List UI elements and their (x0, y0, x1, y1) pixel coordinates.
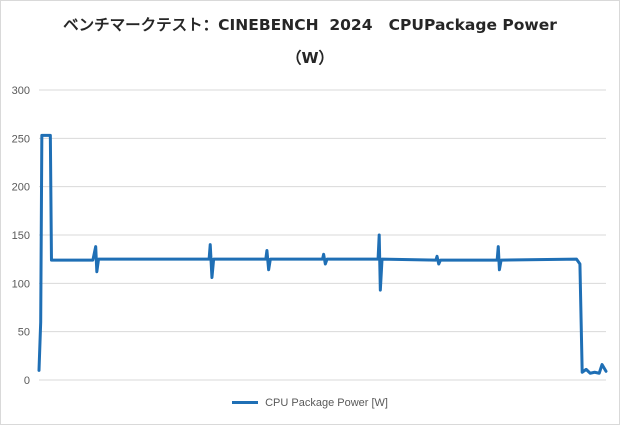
series-layer (37, 133, 608, 375)
legend: CPU Package Power [W] (1, 397, 619, 409)
y-tick-label-250: 250 (12, 133, 30, 145)
series-line-0 (37, 133, 608, 375)
y-tick-label-200: 200 (12, 182, 30, 194)
y-tick-label-0: 0 (24, 375, 30, 387)
legend-label: CPU Package Power [W] (265, 397, 388, 409)
legend-swatch (232, 400, 259, 404)
chart-title: ベンチマークテスト：CINEBENCH 2024 CPUPackage Powe… (63, 16, 557, 34)
y-tick-label-150: 150 (12, 230, 30, 242)
gridlines (39, 89, 606, 381)
chart-title-unit: （W） (285, 49, 335, 67)
y-tick-label-50: 50 (18, 327, 30, 339)
y-axis-tick-labels: 0 50 100 150 200 250 300 (12, 85, 30, 387)
y-tick-label-100: 100 (12, 278, 30, 290)
y-tick-label-300: 300 (12, 85, 30, 97)
